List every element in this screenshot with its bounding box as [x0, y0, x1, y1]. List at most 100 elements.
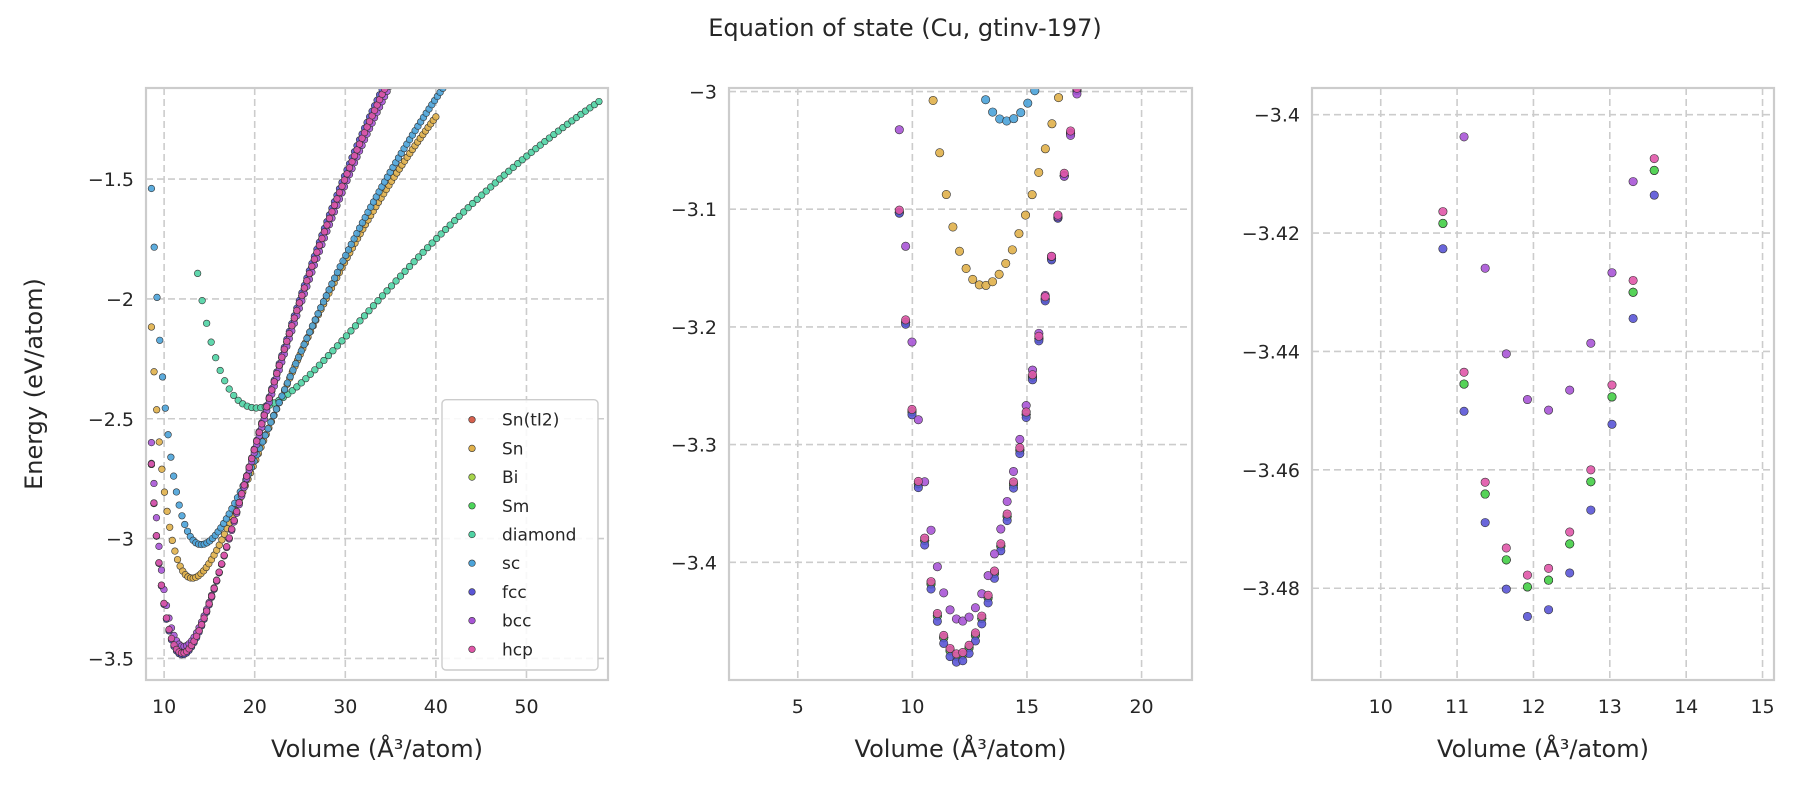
data-point — [464, 204, 472, 212]
data-point — [391, 73, 398, 80]
data-point — [1418, 1, 1426, 9]
data-point — [414, 253, 423, 261]
data-point — [208, 592, 216, 600]
data-point — [983, 571, 993, 581]
y-axis-label: Energy (eV/atom) — [20, 278, 48, 490]
data-point — [1028, 370, 1038, 380]
legend-label: Sm — [502, 497, 529, 517]
data-point — [278, 392, 286, 400]
data-point — [300, 341, 308, 349]
data-point — [894, 125, 904, 135]
legend-marker — [468, 502, 476, 510]
data-point — [235, 499, 243, 507]
data-point — [198, 297, 206, 305]
data-point — [482, 187, 490, 195]
data-point — [1459, 406, 1469, 416]
data-point — [150, 368, 158, 376]
data-point — [1480, 489, 1490, 499]
data-point — [292, 360, 300, 368]
legend-label: Bi — [502, 468, 518, 488]
data-point — [889, 75, 897, 83]
data-point — [164, 431, 172, 439]
data-point — [253, 437, 261, 445]
axes-frame — [727, 86, 1194, 682]
data-point — [297, 379, 305, 387]
data-point — [913, 415, 923, 425]
data-point — [445, 77, 452, 84]
eos-minimum-panel: 10 11 12 13 14 15 −3.48 −3.46 −3.44 −3.42 −3.4 Volu… — [1242, 1, 1776, 763]
data-point — [478, 191, 486, 199]
data-point — [1501, 543, 1511, 553]
data-point — [351, 322, 360, 330]
data-point — [162, 614, 171, 622]
data-point — [392, 277, 400, 285]
data-point — [167, 453, 175, 461]
data-point — [386, 75, 393, 82]
data-point — [1030, 88, 1040, 96]
y-tick-label: −3 — [106, 529, 134, 551]
series-hcp — [894, 41, 1087, 659]
data-point — [970, 628, 980, 638]
data-point — [1628, 287, 1638, 297]
data-point — [907, 337, 917, 347]
data-point — [272, 405, 280, 413]
data-point — [258, 420, 266, 428]
series-bcc — [1459, 132, 1638, 415]
data-point — [302, 375, 310, 383]
data-point — [215, 568, 223, 576]
data-point — [310, 255, 319, 263]
data-point — [1027, 190, 1037, 200]
series-sn — [147, 113, 440, 582]
data-point — [1586, 477, 1596, 487]
data-point — [1607, 380, 1617, 390]
data-point — [469, 199, 477, 208]
data-point — [1015, 434, 1025, 444]
eos-full-range-panel: 10 20 30 40 50 −3.5 −3 −2.5 −2 −1.5 Volume (Å³/ato… — [20, 73, 610, 763]
data-point — [289, 366, 297, 374]
data-point — [381, 81, 388, 88]
data-point — [967, 51, 975, 59]
legend-label: sc — [502, 554, 520, 574]
data-point — [889, 75, 897, 83]
data-point — [405, 262, 414, 271]
data-point — [1544, 563, 1554, 573]
series-hcp — [1438, 154, 1659, 580]
data-point — [442, 225, 450, 234]
data-point — [165, 625, 173, 634]
data-point — [158, 373, 167, 381]
data-point — [150, 499, 158, 507]
data-point — [160, 599, 168, 607]
legend-marker — [468, 416, 476, 424]
x-axis-label: Volume (Å³/atom) — [271, 734, 483, 763]
data-point — [233, 507, 241, 516]
data-point — [473, 195, 481, 203]
data-point — [419, 248, 427, 256]
data-point — [1008, 477, 1018, 487]
data-point — [313, 248, 321, 256]
series-sc — [967, 51, 1040, 126]
data-point — [314, 310, 322, 318]
data-point — [322, 292, 330, 300]
y-tick-label: −3.4 — [1254, 105, 1300, 127]
data-point — [329, 347, 337, 355]
data-point — [333, 342, 342, 350]
x-tick-label: 12 — [1521, 696, 1545, 718]
data-point — [958, 656, 968, 666]
data-point — [901, 315, 911, 325]
data-point — [1649, 190, 1659, 200]
data-point — [384, 81, 391, 88]
data-point — [197, 621, 206, 629]
data-point — [207, 338, 215, 346]
data-point — [1014, 229, 1024, 239]
series-hcp — [147, 75, 393, 657]
series-sn — [928, 93, 1064, 290]
data-point — [294, 353, 303, 361]
data-point — [1079, 41, 1087, 49]
data-point — [460, 208, 468, 216]
data-point — [293, 306, 301, 315]
data-point — [331, 274, 339, 282]
data-point — [147, 460, 156, 468]
data-point — [387, 282, 396, 290]
data-point — [894, 205, 904, 215]
data-point — [212, 354, 220, 362]
